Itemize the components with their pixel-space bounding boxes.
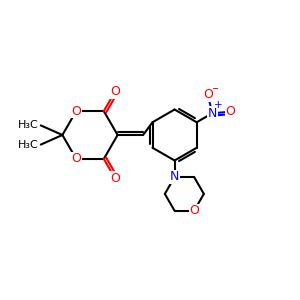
Text: N: N: [170, 170, 179, 184]
Text: O: O: [71, 152, 81, 165]
Text: O: O: [203, 88, 213, 101]
Text: N: N: [208, 107, 217, 120]
Text: −: −: [210, 84, 219, 94]
Text: O: O: [110, 85, 120, 98]
Text: H₃C: H₃C: [18, 140, 38, 150]
Text: O: O: [225, 105, 235, 118]
Text: O: O: [189, 204, 199, 217]
Text: +: +: [214, 100, 223, 110]
Text: O: O: [71, 105, 81, 118]
Text: H₃C: H₃C: [18, 120, 38, 130]
Text: O: O: [110, 172, 120, 185]
